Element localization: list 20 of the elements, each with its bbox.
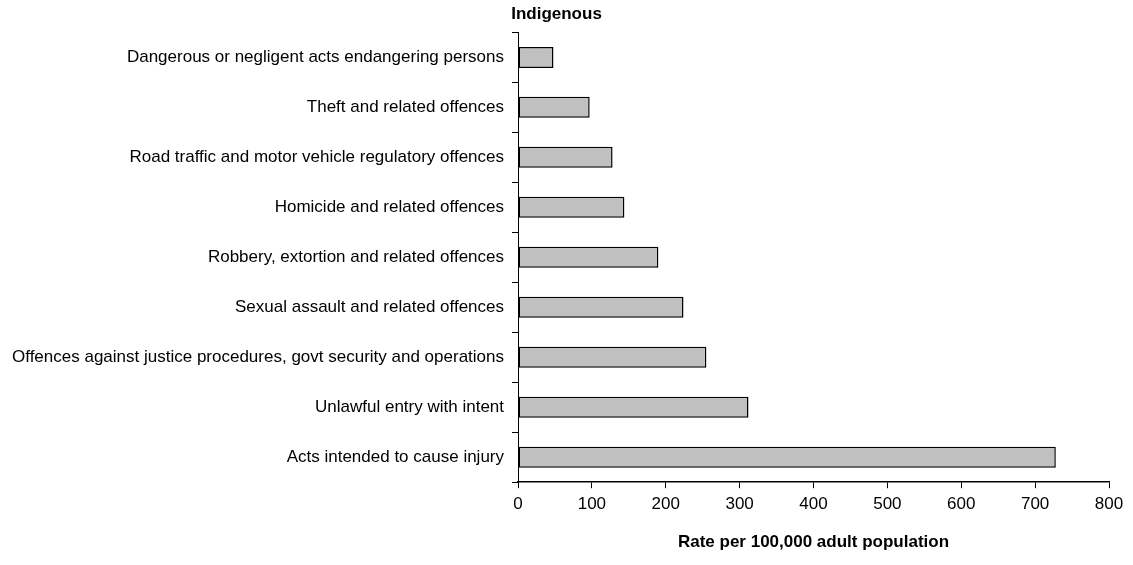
x-tick-label: 400 (799, 494, 828, 514)
x-tick-label: 0 (513, 494, 523, 514)
y-tick-label: Unlawful entry with intent (315, 396, 505, 416)
y-tick-label: Dangerous or negligent acts endangering persons (126, 47, 505, 67)
x-tick-label: 300 (725, 494, 754, 514)
chart-title: Indigenous (511, 3, 602, 23)
y-tick-label: Homicide and related offences (274, 197, 505, 217)
x-tick-label: 500 (873, 494, 902, 514)
x-tick-label: 700 (1020, 494, 1050, 514)
y-tick-label: Road traffic and motor vehicle regulatory offences (129, 147, 505, 167)
x-axis-title: Rate per 100,000 adult population (677, 532, 950, 552)
y-tick-label: Acts intended to cause injury (286, 446, 505, 466)
y-tick-label: Robbery, extortion and related offences (207, 246, 505, 266)
x-tick-label: 200 (651, 494, 680, 514)
y-tick-label: Sexual assault and related offences (234, 296, 505, 316)
y-tick-label: Theft and related offences (306, 97, 505, 117)
y-tick-label: Offences against justice procedures, govt security and operations (11, 346, 505, 366)
x-tick-label: 800 (1094, 494, 1124, 514)
x-tick-label: 600 (947, 494, 976, 514)
x-tick-label: 100 (577, 494, 607, 514)
